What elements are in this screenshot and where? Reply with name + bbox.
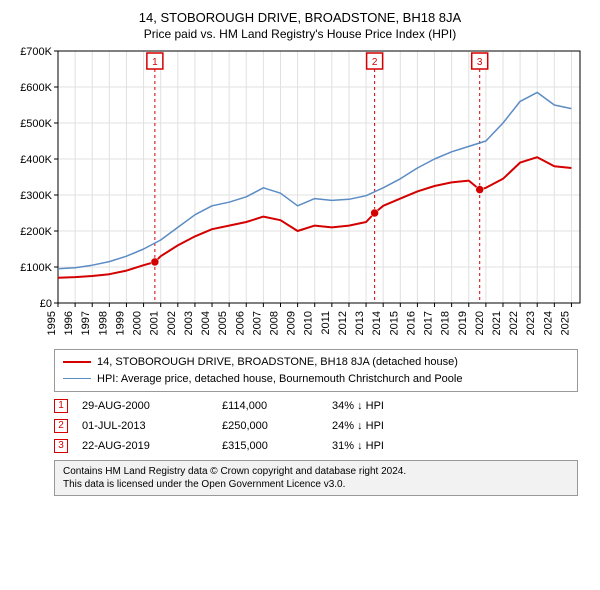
marker-dot <box>476 186 484 194</box>
legend: 14, STOBOROUGH DRIVE, BROADSTONE, BH18 8… <box>54 349 578 392</box>
x-tick-label: 2007 <box>251 311 263 335</box>
x-tick-label: 2016 <box>405 311 417 335</box>
y-tick-label: £400K <box>20 154 52 166</box>
transaction-delta: 34% ↓ HPI <box>332 400 452 412</box>
x-tick-label: 2006 <box>234 311 246 335</box>
y-tick-label: £700K <box>20 46 52 58</box>
x-tick-label: 2022 <box>508 311 520 335</box>
transaction-date: 22-AUG-2019 <box>82 440 222 452</box>
x-tick-label: 2013 <box>354 311 366 335</box>
transaction-marker: 3 <box>54 439 68 453</box>
transaction-price: £250,000 <box>222 420 332 432</box>
x-tick-label: 2009 <box>286 311 298 335</box>
legend-item: HPI: Average price, detached house, Bour… <box>63 371 569 388</box>
legend-label: HPI: Average price, detached house, Bour… <box>97 371 462 388</box>
y-tick-label: £600K <box>20 82 52 94</box>
x-tick-label: 2019 <box>457 311 469 335</box>
x-tick-label: 2008 <box>268 311 280 335</box>
attribution: Contains HM Land Registry data © Crown c… <box>54 460 578 496</box>
attribution-line: This data is licensed under the Open Gov… <box>63 478 569 491</box>
x-tick-label: 2017 <box>423 311 435 335</box>
transaction-price: £114,000 <box>222 400 332 412</box>
legend-item: 14, STOBOROUGH DRIVE, BROADSTONE, BH18 8… <box>63 354 569 371</box>
x-tick-label: 2002 <box>166 311 178 335</box>
transaction-price: £315,000 <box>222 440 332 452</box>
marker-number: 3 <box>477 57 483 68</box>
x-tick-label: 2005 <box>217 311 229 335</box>
x-tick-label: 2000 <box>132 311 144 335</box>
y-tick-label: £300K <box>20 190 52 202</box>
transaction-row: 2 01-JUL-2013£250,00024% ↓ HPI <box>54 416 578 436</box>
transaction-delta: 31% ↓ HPI <box>332 440 452 452</box>
x-tick-label: 2021 <box>491 311 503 335</box>
x-tick-label: 1997 <box>80 311 92 335</box>
x-tick-label: 1999 <box>114 311 126 335</box>
marker-dot <box>151 258 159 266</box>
transaction-date: 29-AUG-2000 <box>82 400 222 412</box>
transaction-marker: 2 <box>54 419 68 433</box>
x-tick-label: 2004 <box>200 311 212 335</box>
legend-label: 14, STOBOROUGH DRIVE, BROADSTONE, BH18 8… <box>97 354 458 371</box>
x-tick-label: 1998 <box>97 311 109 335</box>
transactions-table: 1 29-AUG-2000£114,00034% ↓ HPI 2 01-JUL-201… <box>54 396 578 456</box>
marker-dot <box>371 209 379 217</box>
attribution-line: Contains HM Land Registry data © Crown c… <box>63 465 569 478</box>
marker-number: 2 <box>372 57 378 68</box>
x-tick-label: 1995 <box>46 311 58 335</box>
x-tick-label: 2010 <box>303 311 315 335</box>
marker-number: 1 <box>152 57 158 68</box>
page-subtitle: Price paid vs. HM Land Registry's House … <box>12 27 588 41</box>
transaction-row: 3 22-AUG-2019£315,00031% ↓ HPI <box>54 436 578 456</box>
x-tick-label: 2024 <box>542 311 554 335</box>
x-tick-label: 2003 <box>183 311 195 335</box>
transaction-row: 1 29-AUG-2000£114,00034% ↓ HPI <box>54 396 578 416</box>
legend-swatch <box>63 361 91 363</box>
page-title: 14, STOBOROUGH DRIVE, BROADSTONE, BH18 8… <box>12 10 588 25</box>
x-tick-label: 2023 <box>525 311 537 335</box>
y-tick-label: £100K <box>20 262 52 274</box>
y-tick-label: £500K <box>20 118 52 130</box>
x-tick-label: 2018 <box>440 311 452 335</box>
price-chart: £0 £100K £200K £300K £400K £500K £600K £700K 199… <box>12 45 588 345</box>
x-tick-label: 2014 <box>371 311 383 335</box>
x-tick-label: 2001 <box>149 311 161 335</box>
chart-svg: £0 £100K £200K £300K £400K £500K £600K £700K 199… <box>12 45 588 345</box>
x-tick-label: 1996 <box>63 311 75 335</box>
transaction-marker: 1 <box>54 399 68 413</box>
x-tick-label: 2020 <box>474 311 486 335</box>
transaction-date: 01-JUL-2013 <box>82 420 222 432</box>
y-tick-label: £0 <box>40 298 52 310</box>
x-tick-label: 2012 <box>337 311 349 335</box>
x-tick-label: 2015 <box>388 311 400 335</box>
y-tick-label: £200K <box>20 226 52 238</box>
transaction-delta: 24% ↓ HPI <box>332 420 452 432</box>
legend-swatch <box>63 378 91 379</box>
x-tick-label: 2011 <box>320 311 332 335</box>
x-tick-label: 2025 <box>559 311 571 335</box>
